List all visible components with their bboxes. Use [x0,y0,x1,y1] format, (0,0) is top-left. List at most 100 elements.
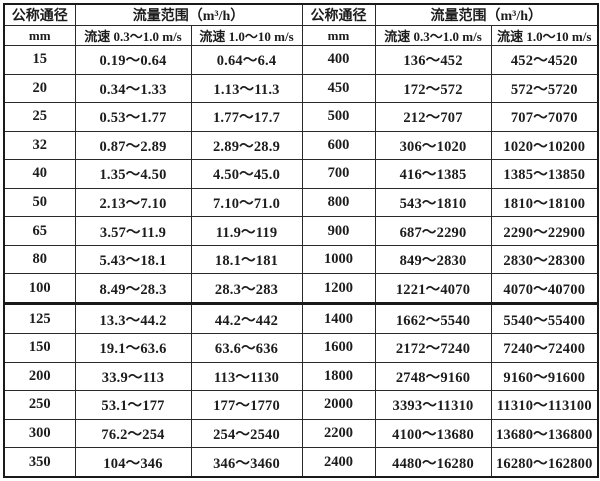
dn-cell: 900 [301,216,376,246]
flow-cell: 572～5720 [490,73,600,104]
dn-cell: 125 [3,302,76,335]
flow-cell: 177～1770 [190,390,303,420]
table-row: 50 2.13～7.10 7.10～71.0 800 543～1810 1810～1810… [3,187,600,218]
table-row: 100 8.49～28.3 28.3～283 1200 1221～4070 4070～40… [3,273,600,305]
flow-cell: 44.2～442 [190,302,303,335]
flow-cell: 707～7070 [490,102,600,132]
table-row: 250 53.1～177 177～1770 2000 3393～11310 11310～1… [3,390,600,420]
flow-cell: 0.87～2.89 [74,130,192,161]
velocity-high-header-left: 流速 1.0～10 m/s [190,25,303,46]
dn-cell: 1000 [301,244,376,275]
flow-cell: 53.1～177 [74,390,192,420]
flow-cell: 2.13～7.10 [74,187,192,218]
flow-cell: 2172～7240 [374,333,492,363]
flow-cell: 1020～10200 [490,130,600,161]
dn-cell: 100 [3,273,76,305]
flow-cell: 416～1385 [374,159,492,189]
flow-cell: 1385～13850 [490,159,600,189]
flow-cell: 2.89～28.9 [190,130,303,161]
table-row: 40 1.35～4.50 4.50～45.0 700 416～1385 1385～1385… [3,159,600,189]
flow-cell: 76.2～254 [74,418,192,449]
dn-cell: 15 [3,45,76,75]
dn-cell: 32 [3,130,76,161]
table-row: 25 0.53～1.77 1.77～17.7 500 212～707 707～7070 [3,102,600,132]
dn-cell: 150 [3,333,76,363]
dn-cell: 200 [3,361,76,392]
flow-cell: 136～452 [374,45,492,75]
flow-cell: 0.34～1.33 [74,73,192,104]
flow-cell: 3.57～11.9 [74,216,192,246]
dn-cell: 600 [301,130,376,161]
flow-cell: 849～2830 [374,244,492,275]
velocity-low-header-right: 流速 0.3～1.0 m/s [374,25,492,46]
table-row: 350 104～346 346～3460 2400 4480～16280 16280～16… [3,447,600,479]
table-row: 32 0.87～2.89 2.89～28.9 600 306～1020 1020～1020… [3,130,600,161]
dn-cell: 400 [301,45,376,75]
flow-cell: 0.53～1.77 [74,102,192,132]
flow-cell: 13.3～44.2 [74,302,192,335]
table-row: 20 0.34～1.33 1.13～11.3 450 172～572 572～5720 [3,73,600,104]
flow-cell: 63.6～636 [190,333,303,363]
flow-cell: 13680～136800 [490,418,600,449]
flow-cell: 1.13～11.3 [190,73,303,104]
flow-cell: 4100～13680 [374,418,492,449]
flow-cell: 452～4520 [490,45,600,75]
velocity-high-header-right: 流速 1.0～10 m/s [490,25,600,46]
dn-cell: 50 [3,187,76,218]
flow-cell: 346～3460 [190,447,303,479]
flow-cell: 1662～5540 [374,302,492,335]
table-header: 公称通径 流量范围（m³/h） 公称通径 流量范围（m³/h） mm 流速 0.… [3,3,600,46]
flow-cell: 5540～55400 [490,302,600,335]
flow-range-header-left: 流量范围（m³/h） [74,3,303,26]
diameter-header-left: 公称通径 [3,3,76,26]
flow-cell: 2748～9160 [374,361,492,392]
flow-cell: 19.1～63.6 [74,333,192,363]
unit-header-left: mm [3,25,76,46]
dn-cell: 1400 [301,302,376,335]
flow-cell: 7240～72400 [490,333,600,363]
flow-cell: 0.64～6.4 [190,45,303,75]
dn-cell: 40 [3,159,76,189]
flow-cell: 7.10～71.0 [190,187,303,218]
flow-cell: 2830～28300 [490,244,600,275]
dn-cell: 25 [3,102,76,132]
flow-cell: 4480～16280 [374,447,492,479]
flow-cell: 1221～4070 [374,273,492,305]
unit-header-right: mm [301,25,376,46]
flow-cell: 3393～11310 [374,390,492,420]
dn-cell: 2200 [301,418,376,449]
flow-rate-table: 公称通径 流量范围（m³/h） 公称通径 流量范围（m³/h） mm 流速 0.… [3,3,600,479]
flow-cell: 306～1020 [374,130,492,161]
dn-cell: 250 [3,390,76,420]
dn-cell: 1200 [301,273,376,305]
flow-cell: 0.19～0.64 [74,45,192,75]
flow-cell: 11310～113100 [490,390,600,420]
flow-cell: 18.1～181 [190,244,303,275]
dn-cell: 2000 [301,390,376,420]
table-row: 200 33.9～113 113～1130 1800 2748～9160 9160～916… [3,361,600,392]
flow-cell: 113～1130 [190,361,303,392]
dn-cell: 350 [3,447,76,479]
flow-cell: 1.35～4.50 [74,159,192,189]
table-row: 300 76.2～254 254～2540 2200 4100～13680 13680～1… [3,418,600,449]
table-row: 80 5.43～18.1 18.1～181 1000 849～2830 2830～2830… [3,244,600,275]
flow-cell: 172～572 [374,73,492,104]
flow-cell: 8.49～28.3 [74,273,192,305]
diameter-header-right: 公称通径 [301,3,376,26]
table-row: 65 3.57～11.9 11.9～119 900 687～2290 2290～22900 [3,216,600,246]
dn-cell: 800 [301,187,376,218]
flow-cell: 33.9～113 [74,361,192,392]
dn-cell: 450 [301,73,376,104]
dn-cell: 1800 [301,361,376,392]
flow-range-header-right: 流量范围（m³/h） [374,3,600,26]
flow-cell: 16280～162800 [490,447,600,479]
table-row: 150 19.1～63.6 63.6～636 1600 2172～7240 7240～72… [3,333,600,363]
dn-cell: 2400 [301,447,376,479]
flow-cell: 2290～22900 [490,216,600,246]
flow-cell: 9160～91600 [490,361,600,392]
flow-cell: 28.3～283 [190,273,303,305]
flow-cell: 1810～18100 [490,187,600,218]
flow-cell: 543～1810 [374,187,492,218]
table-row: 125 13.3～44.2 44.2～442 1400 1662～5540 5540～55… [3,302,600,335]
dn-cell: 300 [3,418,76,449]
